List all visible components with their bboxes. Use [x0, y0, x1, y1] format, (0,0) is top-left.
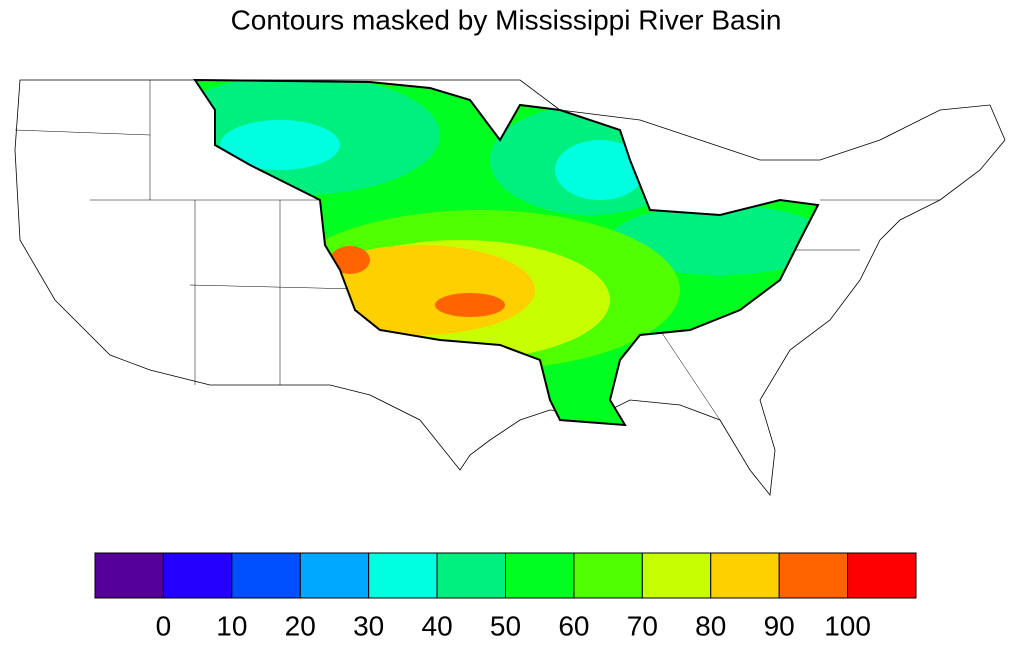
- colorbar-label: 10: [216, 610, 247, 641]
- colorbar-label: 100: [824, 610, 871, 641]
- colorbar-label: 20: [285, 610, 316, 641]
- colorbar-box: [573, 552, 643, 599]
- colorbar-box: [299, 552, 370, 599]
- colorbar-label: 60: [558, 610, 589, 641]
- colorbar-box: [710, 552, 780, 599]
- colorbar-box: [778, 552, 849, 599]
- colorbar-label: 40: [422, 610, 453, 641]
- colorbar-label: 30: [353, 610, 384, 641]
- colorbar-box: [847, 552, 917, 599]
- colorbar-box: [505, 552, 575, 599]
- colorbar-box: [162, 552, 233, 599]
- colorbar-box: [436, 552, 507, 599]
- colorbar-box: [641, 552, 712, 599]
- colorbar-box: [231, 552, 301, 599]
- title: Contours masked by Mississippi River Bas…: [231, 4, 782, 35]
- colorbar-label: 70: [627, 610, 658, 641]
- map: [14, 78, 1006, 497]
- colorbar: 0 10 20 30 40 50 60 70 80 90 100: [94, 552, 917, 641]
- colorbar-label: 50: [490, 610, 521, 641]
- colorbar-label: 80: [695, 610, 726, 641]
- colorbar-label: 90: [764, 610, 795, 641]
- basin-outline: [193, 78, 820, 427]
- colorbar-box: [94, 552, 164, 599]
- colorbar-box: [368, 552, 438, 599]
- colorbar-label: 0: [156, 610, 172, 641]
